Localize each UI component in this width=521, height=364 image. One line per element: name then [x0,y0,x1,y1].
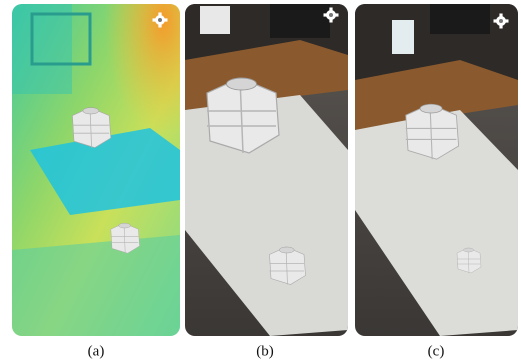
panel-a [12,4,180,336]
panel-c [355,4,518,336]
panel-b [185,4,348,336]
panel-label: (a) [88,343,105,359]
panel-label: (b) [256,343,274,359]
panel-label: (c) [428,343,445,359]
page: (a) (b) (c) (() => { const data = JSON.p… [0,0,521,364]
figure: (a) (b) (c) [0,0,521,364]
